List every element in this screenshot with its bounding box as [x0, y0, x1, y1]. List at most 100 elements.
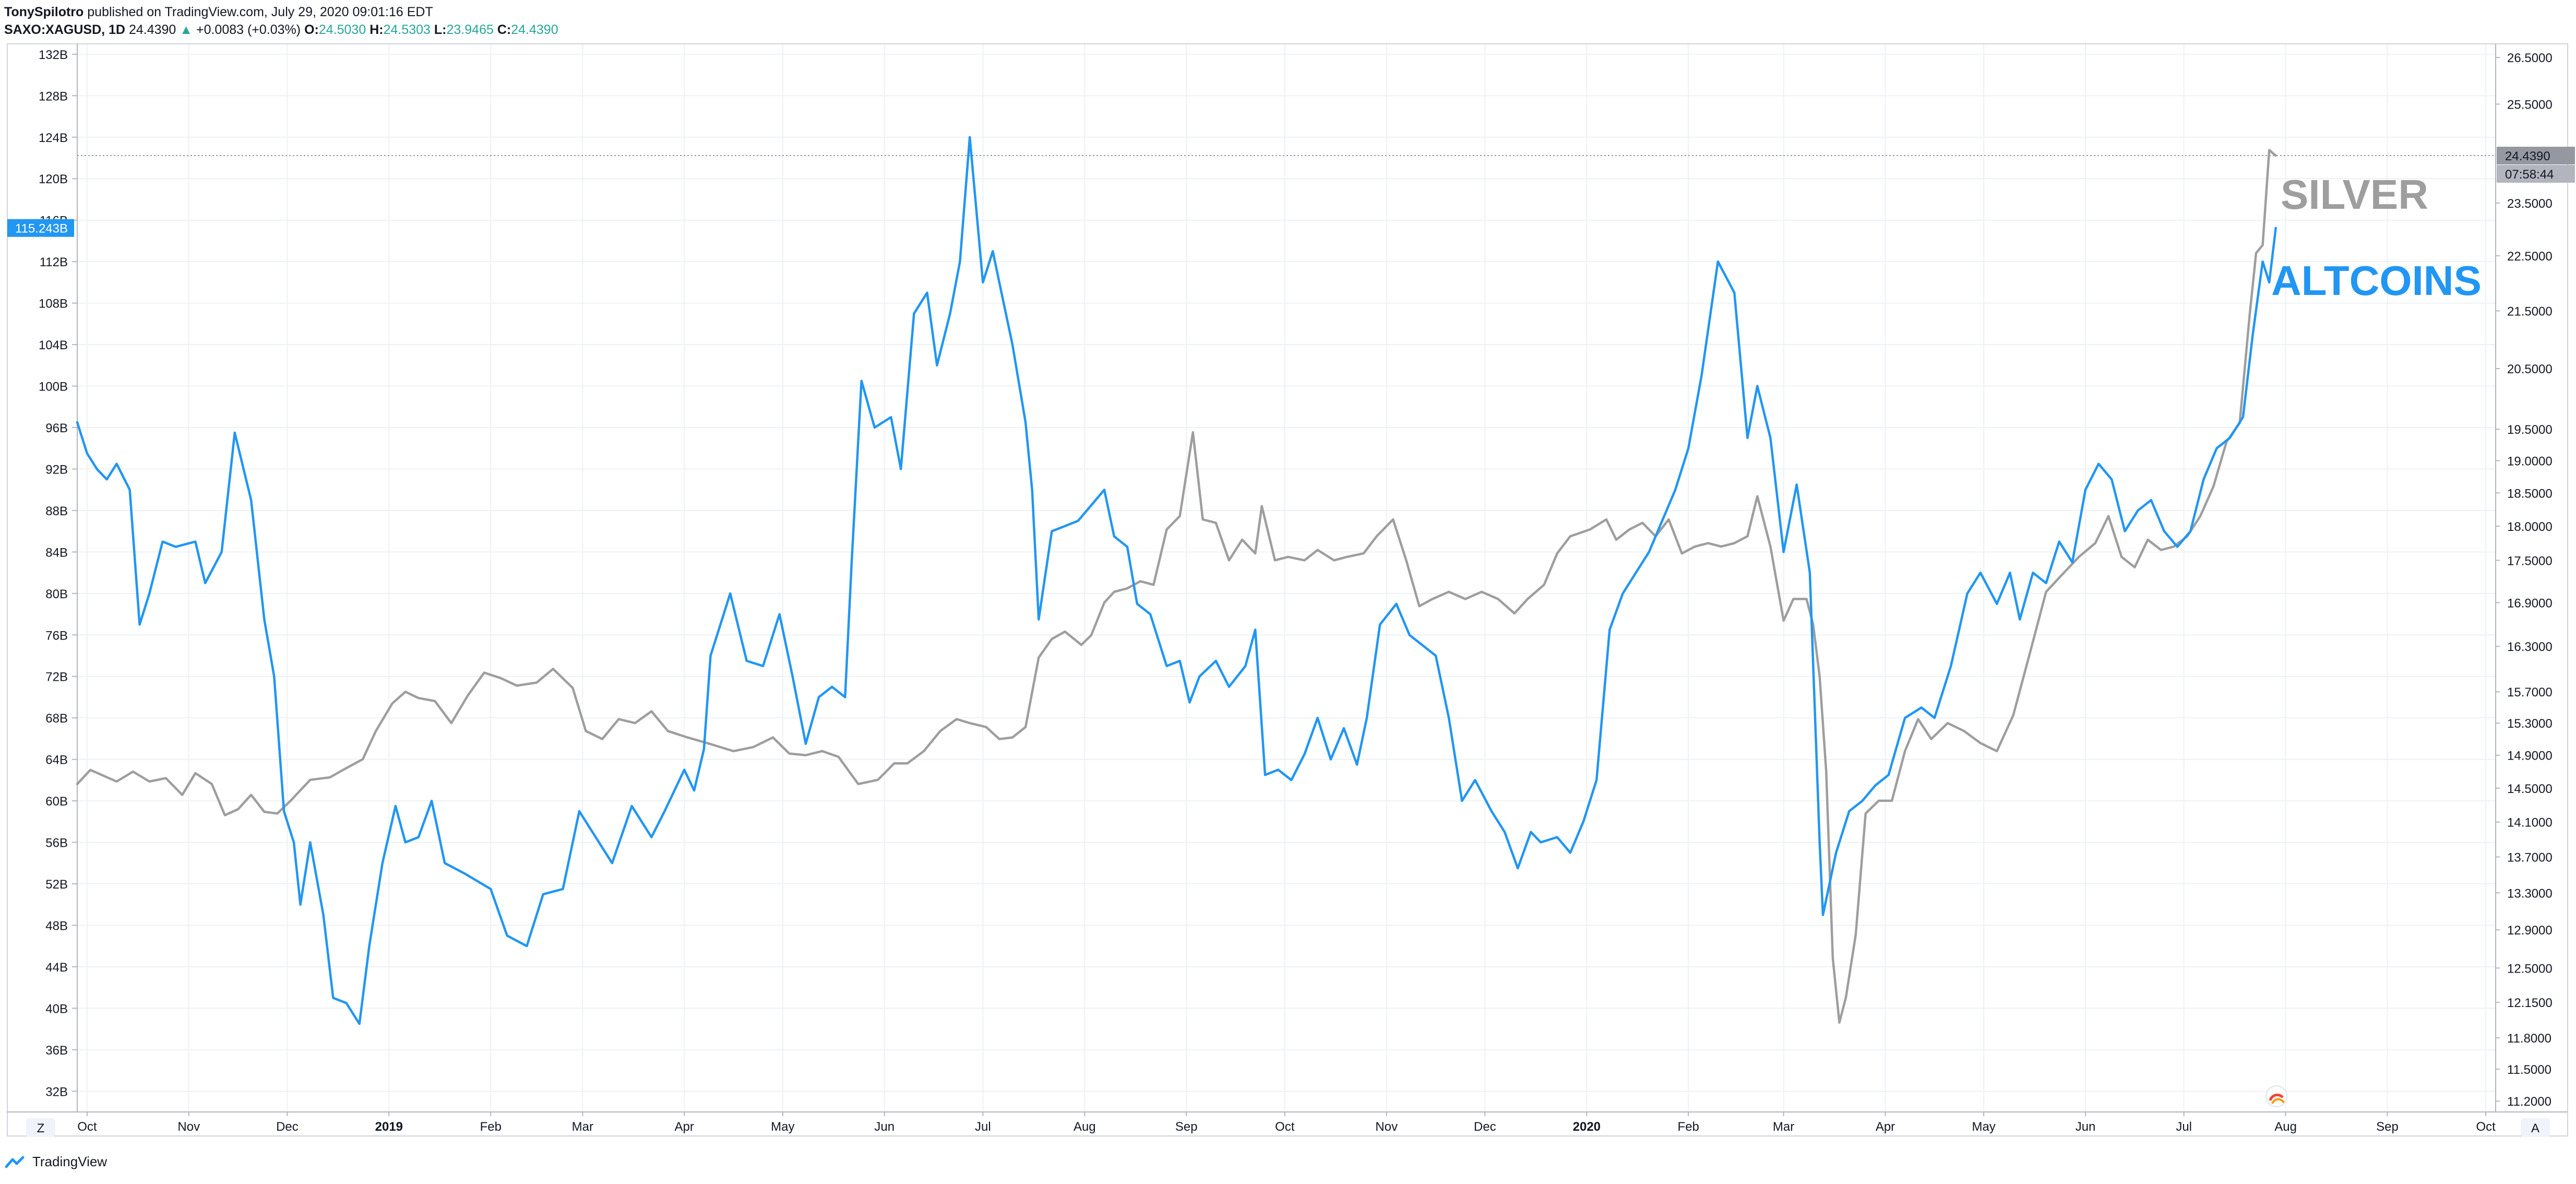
arrow-up-icon: ▲: [180, 22, 193, 37]
right-tick-label: 16.3000: [2507, 640, 2553, 654]
brand-name: TradingView: [32, 1154, 108, 1169]
right-tick-label: 14.9000: [2507, 749, 2553, 763]
annotation-altcoins: ALTCOINS: [2271, 257, 2482, 304]
price-change: +0.0083 (+0.03%): [196, 22, 301, 37]
last-price: 24.4390: [128, 22, 176, 37]
left-tick-label: 120B: [39, 172, 68, 186]
publish-info: TonySpilotro published on TradingView.co…: [4, 3, 2561, 21]
annotation-silver: SILVER: [2281, 171, 2428, 218]
low-value: 23.9465: [446, 22, 494, 37]
open-value: 24.5030: [318, 22, 366, 37]
time-tick-label: 2019: [375, 1120, 403, 1134]
annotations: SILVER ALTCOINS: [2271, 171, 2482, 304]
left-tick-label: 108B: [39, 297, 68, 311]
left-price-axis[interactable]: 32B 36B 40B 44B 48B 52B 56B 60B 64B 68B 72B 76B 80B 8…: [7, 48, 77, 1099]
author-name[interactable]: TonySpilotro: [4, 5, 84, 19]
right-tick-label: 23.5000: [2507, 197, 2553, 211]
left-tick-label: 68B: [45, 712, 68, 726]
time-tick-label: Nov: [177, 1120, 200, 1134]
left-tick-label: 100B: [39, 380, 68, 394]
time-tick-label: Dec: [1474, 1120, 1496, 1134]
left-tick-label: 56B: [45, 836, 68, 850]
symbol-name[interactable]: SAXO:XAGUSD, 1D: [4, 22, 125, 37]
right-tick-label: 20.5000: [2507, 362, 2553, 376]
left-tick-label: 104B: [39, 338, 68, 352]
outer-border: [7, 43, 2568, 1136]
grid: [77, 44, 2496, 1112]
right-tick-label: 13.3000: [2507, 886, 2553, 901]
left-tick-label: 48B: [45, 919, 68, 933]
left-tick-label: 132B: [39, 48, 68, 62]
right-scale-button-bg: [2521, 1118, 2550, 1137]
right-tick-label: 25.5000: [2507, 98, 2553, 112]
tradingview-logo-icon: [5, 1156, 25, 1168]
left-tick-label: 44B: [45, 961, 68, 975]
right-tick-label: 18.5000: [2507, 487, 2553, 501]
tradingview-brand[interactable]: TradingView: [5, 1154, 107, 1170]
right-tick-label: 15.7000: [2507, 685, 2553, 700]
time-tick-label: Nov: [1375, 1120, 1398, 1134]
right-tick-label: 11.5000: [2507, 1063, 2551, 1077]
flag-arc-red: [2269, 1093, 2284, 1101]
left-tick-label: 96B: [45, 421, 68, 435]
time-tick-label: Apr: [675, 1120, 694, 1134]
left-tick-label: 84B: [45, 546, 68, 560]
right-tick-label: 19.5000: [2507, 423, 2553, 437]
time-tick-label: Aug: [1074, 1120, 1096, 1134]
time-tick-label: Aug: [2274, 1120, 2297, 1134]
right-tick-label: 15.3000: [2507, 717, 2553, 731]
flag-arc-orange: [2271, 1098, 2285, 1104]
series-line-altcoins: [76, 136, 2277, 1025]
right-tick-label: 21.5000: [2507, 304, 2553, 318]
auto-scale-button-left[interactable]: Z: [26, 1118, 55, 1137]
right-tick-label: 14.5000: [2507, 782, 2553, 796]
left-tick-label: 80B: [45, 587, 68, 601]
close-value: 24.4390: [511, 22, 558, 37]
left-tick-label: 128B: [39, 89, 68, 103]
right-tick-label: 11.2000: [2507, 1095, 2551, 1109]
time-tick-label: May: [771, 1120, 794, 1134]
silver-last-value-tag[interactable]: 24.4390 07:58:44: [2497, 147, 2575, 183]
time-tick-label: Jul: [2176, 1120, 2192, 1134]
right-tick-label: 26.5000: [2507, 51, 2553, 65]
right-price-axis[interactable]: 11.2000 11.5000 11.8000 12.1500 12.5000 12.90…: [2496, 51, 2575, 1109]
high-value: 24.5303: [383, 22, 431, 37]
time-tick-label: Mar: [1773, 1120, 1794, 1134]
left-tick-label: 76B: [45, 629, 68, 643]
left-tick-label: 92B: [45, 463, 68, 477]
left-tick-label: 32B: [45, 1085, 68, 1099]
time-tick-label: Jun: [874, 1120, 895, 1134]
left-scale-button-bg: [26, 1118, 55, 1137]
silver-last-value-bg: [2497, 147, 2575, 165]
countdown-label: 07:58:44: [2505, 168, 2554, 182]
time-tick-label: Feb: [1678, 1120, 1699, 1134]
altcoins-last-value-bg: [7, 219, 74, 237]
left-tick-label: 124B: [39, 131, 68, 145]
time-tick-label: Oct: [1275, 1120, 1295, 1134]
published-text: published on TradingView.com, July 29, 2…: [87, 5, 433, 19]
left-tick-label: 88B: [45, 504, 68, 518]
altcoins-last-value-label: 115.243B: [15, 222, 68, 236]
right-tick-label: 12.9000: [2507, 923, 2553, 938]
left-tick-label: 72B: [45, 670, 68, 684]
symbol-legend: SAXO:XAGUSD, 1D 24.4390 ▲ +0.0083 (+0.03…: [4, 21, 2561, 39]
time-tick-label: Oct: [77, 1120, 97, 1134]
left-scale-button-label: Z: [37, 1121, 45, 1135]
time-tick-label: Jul: [975, 1120, 991, 1134]
left-tick-label: 60B: [45, 795, 68, 809]
earnings-flag-icon[interactable]: [2265, 1085, 2287, 1107]
right-tick-label: 16.9000: [2507, 596, 2553, 610]
chart-header: TonySpilotro published on TradingView.co…: [4, 3, 2561, 39]
chart-frame: [7, 43, 2568, 1136]
silver-last-value-label: 24.4390: [2505, 149, 2550, 163]
altcoins-last-value-tag[interactable]: 115.243B: [7, 219, 74, 237]
series-line-silver: [76, 149, 2277, 1024]
close-label: C:: [497, 22, 511, 37]
left-tick-label: 64B: [45, 753, 68, 767]
open-label: O:: [304, 22, 319, 37]
high-label: H:: [369, 22, 384, 37]
auto-scale-button-right[interactable]: A: [2521, 1118, 2550, 1137]
time-axis[interactable]: Oct Nov Dec 2019 Feb Mar Apr May Jun Jul Aug Sep Oct…: [26, 1112, 2550, 1137]
flag-bg: [2265, 1085, 2287, 1107]
